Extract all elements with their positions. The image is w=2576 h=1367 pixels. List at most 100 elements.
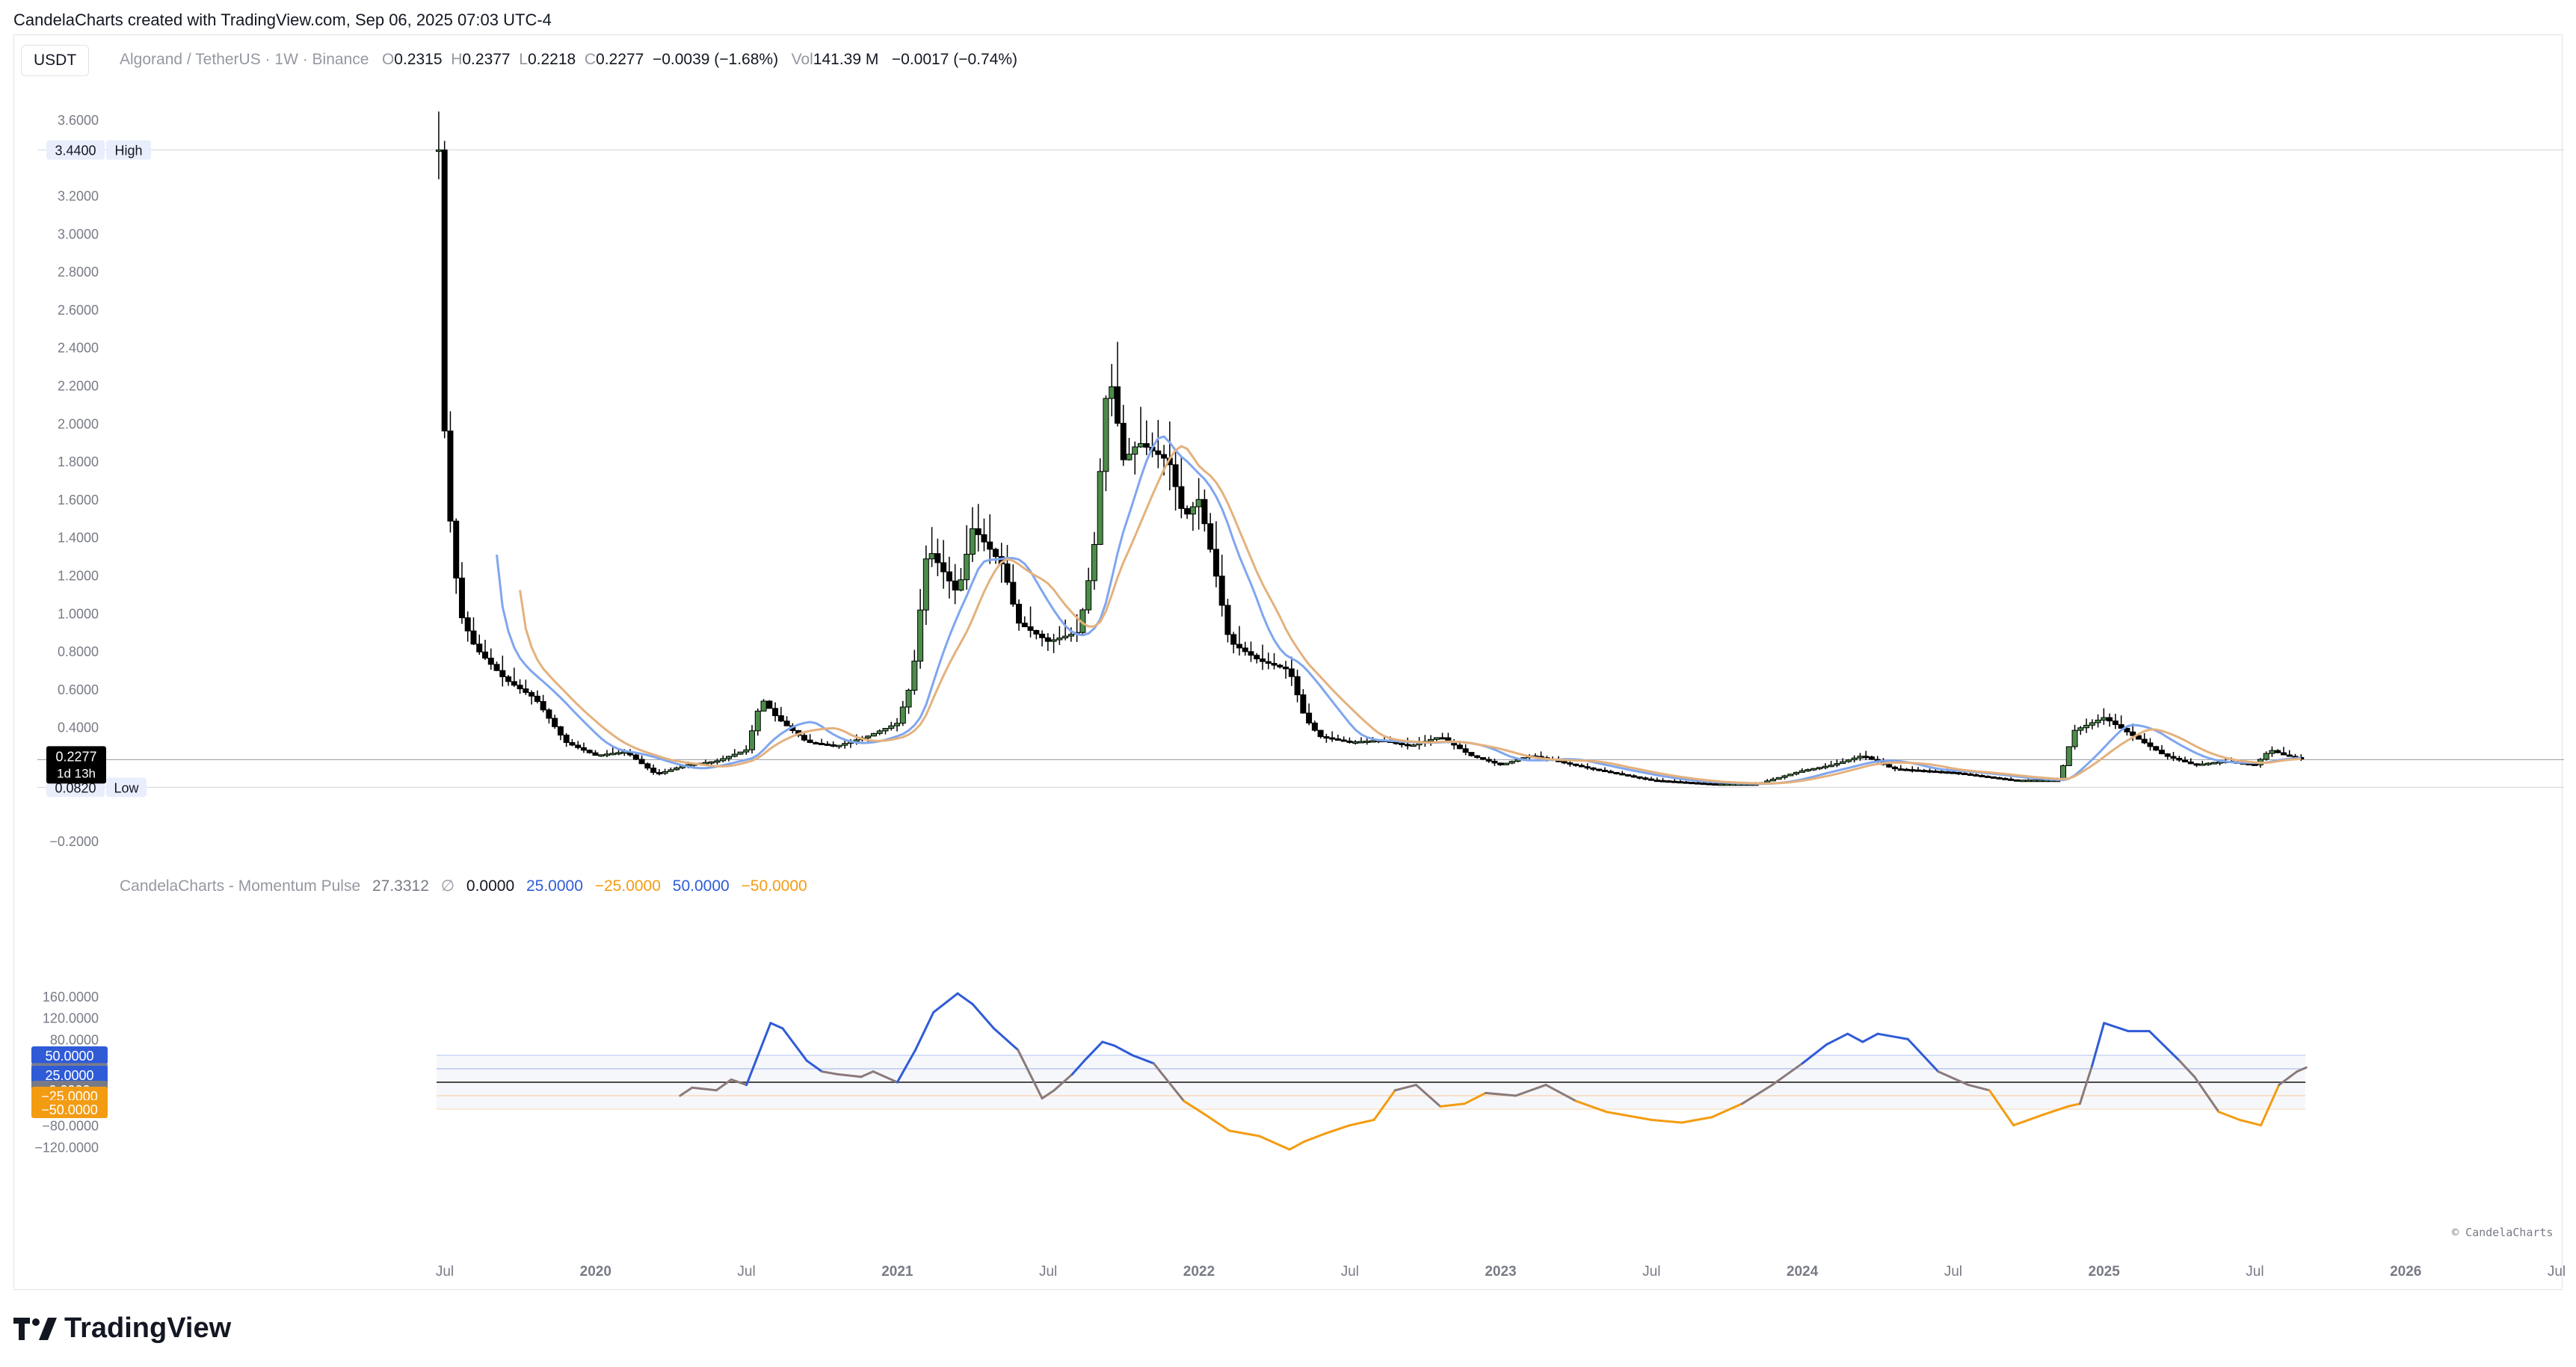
candle: [801, 735, 807, 741]
candle: [720, 758, 727, 762]
candle: [656, 772, 662, 775]
candle: [2031, 780, 2038, 783]
candle: [1044, 637, 1051, 642]
moving-average-slow: [519, 445, 2302, 785]
tradingview-brand[interactable]: TradingView: [13, 1312, 231, 1345]
candle: [1439, 737, 1446, 740]
candle: [1340, 739, 1347, 742]
time-axis-tick: 2020: [580, 1264, 611, 1280]
momentum-line-segment: [872, 1070, 899, 1084]
candle: [534, 695, 540, 703]
osc-label-m50-box: [31, 1100, 108, 1118]
candle: [575, 744, 582, 748]
candle: [1834, 763, 1840, 766]
candle: [2095, 719, 2101, 723]
candle: [632, 754, 639, 760]
candle: [1189, 506, 1196, 515]
price-axis-tick: 1.2000: [58, 568, 99, 583]
candle: [1601, 769, 1608, 772]
candle: [1944, 771, 1950, 774]
candle: [609, 753, 616, 756]
open-value: 0.2315: [394, 51, 443, 68]
high-value-box: [46, 140, 105, 160]
candle: [807, 739, 813, 743]
momentum-line-segment: [956, 992, 974, 1006]
candle: [952, 580, 958, 590]
change-value: −0.0039 (−1.68%): [652, 51, 779, 68]
candle: [1271, 663, 1278, 666]
time-axis-tick: Jul: [1341, 1264, 1359, 1280]
momentum-line-segment: [1710, 1102, 1743, 1119]
candle: [824, 743, 831, 746]
momentum-line-segment: [1415, 1084, 1442, 1108]
momentum-line-segment: [691, 1086, 718, 1092]
price-axis-tick: 3.6000: [58, 113, 99, 128]
candle: [2130, 731, 2136, 736]
candle: [1300, 694, 1307, 714]
momentum-line-segment: [1053, 1073, 1073, 1092]
candle: [1781, 775, 1788, 778]
momentum-line-segment: [1846, 1032, 1864, 1043]
momentum-line-segment: [1041, 1089, 1056, 1100]
momentum-line-segment: [1131, 1054, 1155, 1065]
momentum-line-segment: [1544, 1084, 1577, 1102]
oscillator-axis-tick: −80.0000: [42, 1119, 99, 1134]
candle: [760, 700, 767, 712]
candle: [2135, 735, 2142, 740]
candle: [2124, 727, 2130, 732]
candle: [766, 700, 773, 709]
candle: [1369, 740, 1376, 743]
candle: [1259, 658, 1266, 662]
candle: [1433, 737, 1440, 740]
candle: [1277, 664, 1284, 667]
indicator-symbol: ∅: [440, 877, 455, 895]
candle: [1648, 778, 1654, 781]
price-axis-tick: 1.8000: [58, 454, 99, 469]
candle: [836, 744, 842, 747]
candle: [546, 709, 552, 719]
candle: [1840, 761, 1846, 765]
candle: [1039, 633, 1046, 638]
candle: [1410, 744, 1417, 747]
candle: [737, 751, 744, 755]
indicator-value-m50: −50.0000: [741, 877, 807, 895]
candle: [1596, 768, 1603, 771]
candle: [1161, 454, 1168, 459]
candle: [1405, 744, 1411, 747]
candle: [615, 752, 622, 755]
candle: [1642, 777, 1649, 780]
candle: [1619, 773, 1626, 776]
candle: [1218, 576, 1225, 606]
candle: [2112, 720, 2119, 726]
candle: [1613, 771, 1620, 774]
close-label: C: [584, 51, 597, 68]
candle: [2101, 717, 2107, 720]
candle: [511, 681, 517, 686]
candle: [1021, 623, 1028, 628]
candle: [1636, 776, 1643, 779]
candle: [487, 658, 494, 665]
candle: [2176, 758, 2183, 761]
momentum-line-segment: [1825, 1032, 1849, 1046]
momentum-line-segment: [971, 1003, 995, 1030]
candle: [2002, 777, 2009, 780]
candle: [975, 528, 982, 535]
candle: [1230, 634, 1237, 645]
candle: [2025, 780, 2032, 783]
candle: [2083, 724, 2090, 729]
candle: [1914, 769, 1921, 772]
osc-label-m50: −50.0000: [41, 1102, 98, 1117]
candle: [1567, 762, 1574, 765]
candle: [1863, 756, 1870, 759]
candle: [1294, 676, 1301, 696]
momentum-line-segment: [730, 1078, 748, 1087]
momentum-line-segment: [1288, 1140, 1306, 1151]
candle: [2181, 759, 2188, 762]
symbol-button[interactable]: USDT: [21, 45, 90, 76]
candle: [1561, 761, 1568, 764]
momentum-line-segment: [1227, 1129, 1261, 1138]
time-axis-tick: Jul: [1039, 1264, 1057, 1280]
price-axis-tick: 3.2000: [58, 189, 99, 204]
candle: [1962, 773, 1968, 776]
